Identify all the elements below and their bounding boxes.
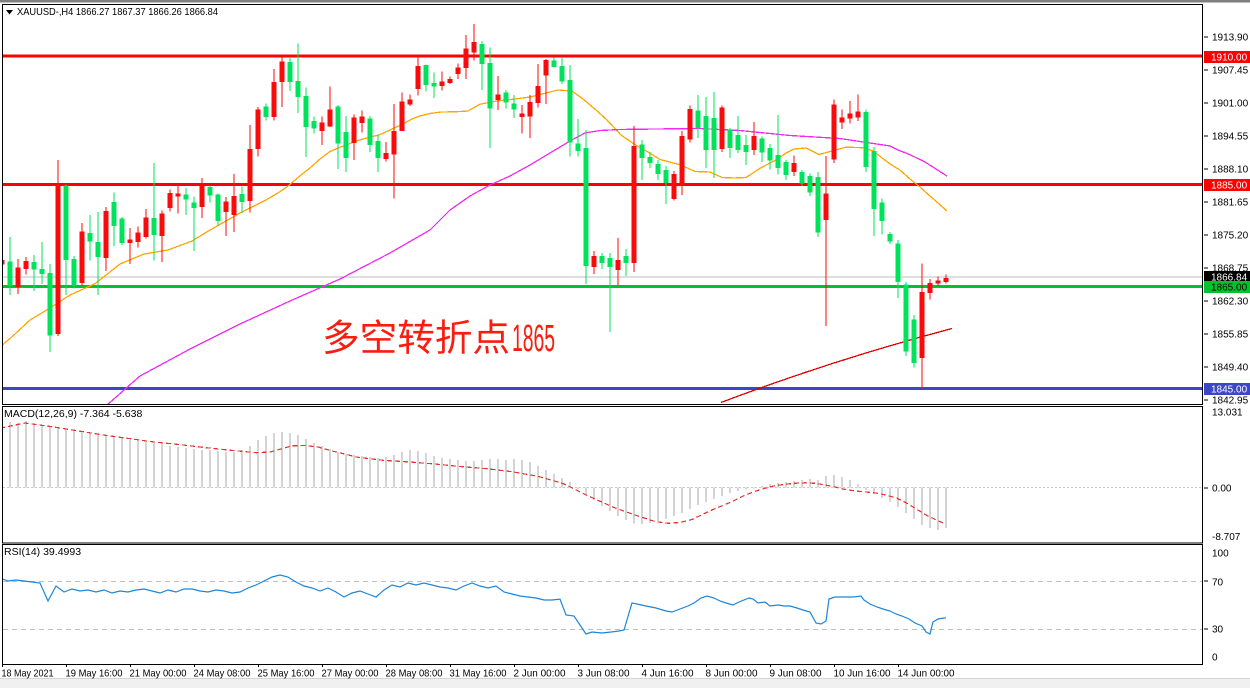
svg-text:1849.40: 1849.40 — [1212, 363, 1249, 374]
svg-text:4 Jun 16:00: 4 Jun 16:00 — [642, 668, 694, 680]
svg-text:1907.45: 1907.45 — [1212, 66, 1249, 77]
svg-text:1842.95: 1842.95 — [1212, 396, 1249, 407]
svg-text:24 May 08:00: 24 May 08:00 — [194, 668, 251, 680]
svg-text:100: 100 — [1212, 549, 1229, 560]
svg-text:1862.30: 1862.30 — [1212, 297, 1249, 308]
svg-text:-8.707: -8.707 — [1212, 532, 1241, 543]
svg-text:21 May 00:00: 21 May 00:00 — [130, 668, 187, 680]
svg-text:9 Jun 08:00: 9 Jun 08:00 — [770, 668, 822, 680]
svg-text:1855.85: 1855.85 — [1212, 330, 1249, 341]
svg-text:10 Jun 16:00: 10 Jun 16:00 — [834, 668, 891, 680]
svg-text:1888.10: 1888.10 — [1212, 165, 1249, 176]
svg-text:8 Jun 00:00: 8 Jun 00:00 — [706, 668, 758, 680]
svg-text:1885.00: 1885.00 — [1211, 181, 1248, 192]
svg-text:13.031: 13.031 — [1212, 408, 1243, 419]
svg-text:14 Jun 00:00: 14 Jun 00:00 — [898, 668, 955, 680]
svg-text:1865.00: 1865.00 — [1211, 283, 1248, 294]
svg-text:1865: 1865 — [512, 318, 555, 360]
svg-text:19 May 16:00: 19 May 16:00 — [66, 668, 123, 680]
svg-text:1913.90: 1913.90 — [1212, 33, 1249, 44]
svg-text:0: 0 — [1212, 653, 1218, 664]
svg-text:2 Jun 00:00: 2 Jun 00:00 — [514, 668, 566, 680]
svg-text:1901.00: 1901.00 — [1212, 99, 1249, 110]
svg-text:1910.00: 1910.00 — [1211, 53, 1248, 64]
svg-text:0.00: 0.00 — [1212, 484, 1232, 495]
svg-text:27 May 00:00: 27 May 00:00 — [322, 668, 379, 680]
svg-text:1845.00: 1845.00 — [1211, 385, 1248, 396]
svg-text:25 May 16:00: 25 May 16:00 — [258, 668, 315, 680]
svg-text:1875.20: 1875.20 — [1212, 231, 1249, 242]
svg-text:31 May 16:00: 31 May 16:00 — [450, 668, 507, 680]
svg-text:3 Jun 08:00: 3 Jun 08:00 — [578, 668, 630, 680]
svg-text:1881.65: 1881.65 — [1212, 198, 1249, 209]
svg-text:70: 70 — [1212, 578, 1224, 589]
svg-text:30: 30 — [1212, 625, 1224, 636]
svg-text:1866.84: 1866.84 — [1211, 273, 1248, 284]
svg-text:1894.55: 1894.55 — [1212, 132, 1249, 143]
svg-text:28 May 08:00: 28 May 08:00 — [386, 668, 443, 680]
svg-text:1868.75: 1868.75 — [1212, 264, 1249, 275]
svg-text:18 May 2021: 18 May 2021 — [2, 668, 54, 680]
svg-text:XAUUSD-,H4 1866.27 1867.37 18: XAUUSD-,H4 1866.27 1867.37 1866.26 1866.… — [17, 6, 218, 18]
